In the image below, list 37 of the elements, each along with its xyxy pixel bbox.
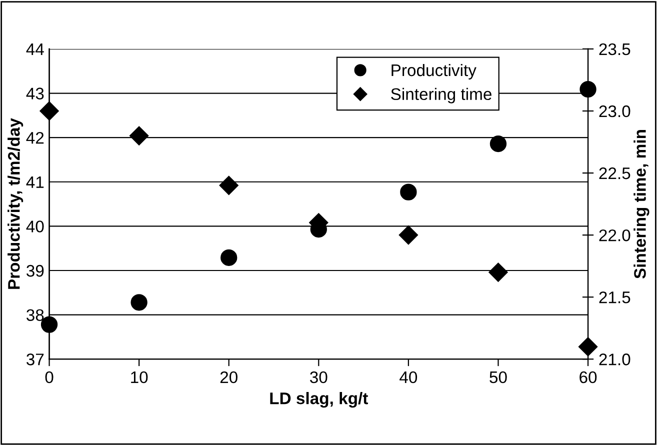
y-tick-label: 41 [26,176,44,188]
y-tick-label: 44 [26,44,44,55]
point [488,262,508,282]
y-tick-label: 39 [26,264,44,277]
y2-tick-label: 21.0 [599,354,630,366]
point [219,176,238,195]
x-tick-label: 20 [220,371,238,384]
y2-tick-label: 23.5 [599,43,630,56]
y-tick-label: 43 [26,88,44,100]
x-tick-label: 0 [45,371,54,384]
y-tick-label: 37 [26,354,44,366]
y-tick-label: 40 [26,220,44,232]
point [130,294,148,311]
x-axis-title: LD slag, kg/t [270,392,368,408]
point [398,226,418,245]
point [400,184,417,200]
y2-axis-title: Sintering time, min [634,130,650,279]
y2-tick-label: 23.0 [599,105,630,118]
point [220,249,238,266]
y-axis-title: Productivity, t/m2/day [8,118,24,289]
y2-tick-label: 22.5 [599,167,630,180]
x-tick-label: 10 [131,371,148,384]
x-tick-label: 40 [400,371,418,384]
point [578,337,598,356]
y-tick-label: 38 [26,309,44,322]
point [490,135,507,152]
point [580,80,596,98]
y-tick-label: 42 [26,132,44,144]
x-tick-label: 50 [490,371,507,384]
point [40,101,59,121]
x-tick-label: 60 [580,371,597,384]
y2-tick-label: 22.0 [599,229,630,242]
legend-label: Productivity [392,64,476,80]
point [130,126,149,146]
y2-tick-label: 21.5 [599,291,630,304]
legend-label: Sintering time [391,88,492,104]
x-tick-label: 30 [310,371,328,384]
